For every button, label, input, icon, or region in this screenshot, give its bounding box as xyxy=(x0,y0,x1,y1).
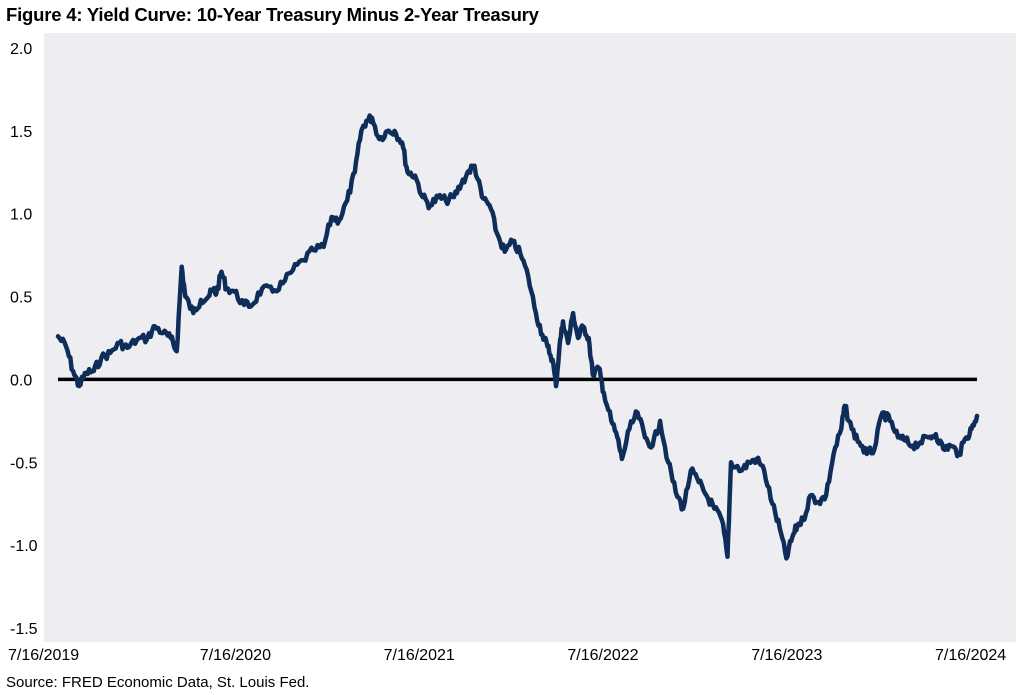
y-tick-label: 2.0 xyxy=(10,41,32,58)
y-tick-label: -1.0 xyxy=(10,538,38,555)
y-tick-label: -0.5 xyxy=(10,455,38,472)
y-tick-label: 0.0 xyxy=(10,372,32,389)
y-axis-ticks: 2.0 1.5 1.0 0.5 0.0 -0.5 -1.0 -1.5 xyxy=(10,41,38,638)
y-tick-label: 0.5 xyxy=(10,290,32,307)
x-axis-ticks: 7/16/2019 7/16/2020 7/16/2021 7/16/2022 7/16… xyxy=(8,647,1006,664)
x-tick-label: 7/16/2021 xyxy=(384,647,455,664)
x-tick-label: 7/16/2020 xyxy=(200,647,271,664)
x-tick-label: 7/16/2024 xyxy=(935,647,1006,664)
x-tick-label: 7/16/2019 xyxy=(8,647,79,664)
chart-title: Figure 4: Yield Curve: 10-Year Treasury … xyxy=(6,4,539,25)
y-tick-label: -1.5 xyxy=(10,621,38,638)
series-line-10y-minus-2y xyxy=(55,113,980,561)
y-tick-label: 1.5 xyxy=(10,124,32,141)
x-tick-label: 7/16/2022 xyxy=(567,647,638,664)
y-tick-label: 1.0 xyxy=(10,207,32,224)
source-note: Source: FRED Economic Data, St. Louis Fe… xyxy=(6,674,310,691)
plot-area xyxy=(44,33,1016,642)
x-tick-label: 7/16/2023 xyxy=(751,647,822,664)
